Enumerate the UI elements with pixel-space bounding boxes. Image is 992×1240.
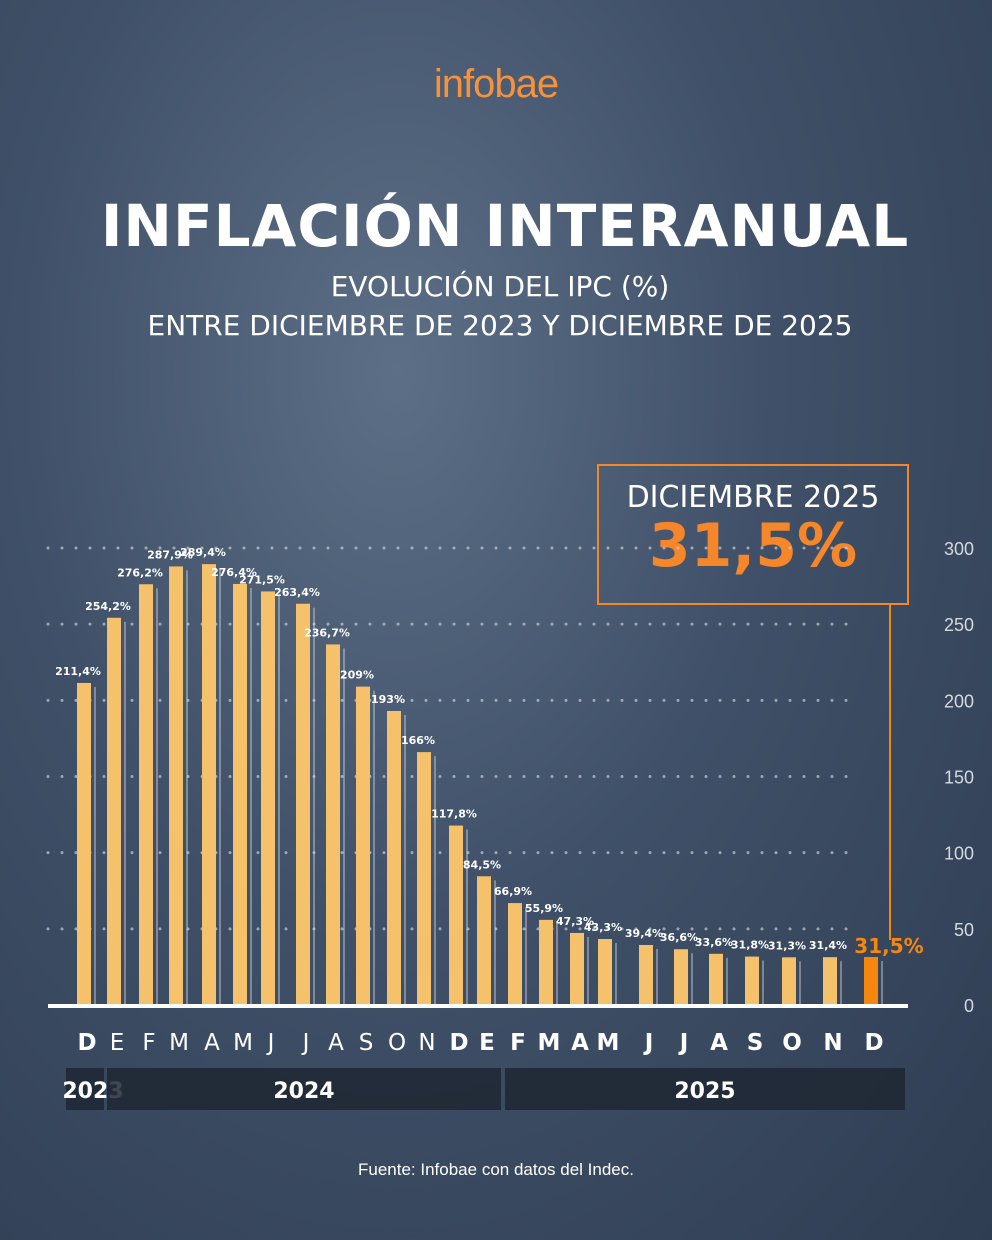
bar	[570, 932, 584, 1005]
bar	[477, 876, 491, 1005]
bar	[539, 919, 553, 1005]
x-tick-label: A	[710, 1030, 728, 1056]
x-tick-label: F	[510, 1030, 526, 1056]
data-label: 66,9%	[494, 885, 532, 898]
x-tick-label: D	[77, 1030, 96, 1056]
bar	[745, 956, 759, 1005]
bar	[139, 584, 153, 1005]
bar	[639, 944, 653, 1005]
x-tick-label: E	[479, 1030, 495, 1056]
bar	[449, 825, 463, 1005]
data-label: 33,6%	[695, 936, 733, 949]
source-note: Fuente: Infobae con datos del Indec.	[358, 1160, 634, 1179]
data-label: 43,3%	[584, 921, 622, 934]
x-tick-label: A	[204, 1030, 220, 1056]
x-tick-label: O	[388, 1030, 406, 1056]
x-tick-label: S	[747, 1030, 764, 1056]
y-tick-label: 250	[944, 615, 974, 635]
x-tick-label: N	[418, 1030, 435, 1056]
x-tick-label: N	[823, 1030, 842, 1056]
year-label: 2025	[674, 1079, 735, 1104]
data-label: 254,2%	[85, 600, 131, 613]
data-label: 31,4%	[809, 939, 847, 952]
x-axis	[48, 1004, 908, 1008]
bar	[782, 957, 796, 1005]
x-tick-label: M	[538, 1030, 561, 1056]
bar	[508, 903, 522, 1005]
data-label: 31,3%	[768, 939, 806, 952]
callout-box: DICIEMBRE 2025 31,5%	[597, 464, 909, 605]
subtitle-range: ENTRE DICIEMBRE DE 2023 Y DICIEMBRE DE 2…	[147, 309, 853, 342]
x-tick-label: A	[328, 1030, 344, 1056]
data-label: 211,4%	[55, 665, 101, 678]
x-tick-label: M	[169, 1030, 189, 1056]
x-tick-label: J	[678, 1030, 689, 1056]
callout-label: DICIEMBRE 2025	[626, 480, 880, 515]
year-label: 2024	[273, 1079, 334, 1104]
bar	[202, 564, 216, 1005]
callout-value: 31,5%	[648, 511, 858, 581]
data-label: 276,4%	[211, 566, 257, 579]
data-label: 55,9%	[525, 902, 563, 915]
y-tick-label: 50	[954, 920, 974, 940]
data-label: 276,2%	[117, 566, 163, 579]
x-tick-label: O	[782, 1030, 802, 1056]
x-tick-label: J	[266, 1030, 275, 1056]
bar	[356, 686, 370, 1005]
bar	[823, 957, 837, 1005]
x-tick-label: D	[864, 1030, 883, 1056]
data-label: 236,7%	[304, 626, 350, 639]
bar	[709, 953, 723, 1005]
bar	[261, 591, 275, 1005]
bar	[387, 710, 401, 1005]
year-band	[107, 1068, 501, 1110]
bar	[598, 939, 612, 1005]
y-tick-label: 100	[944, 844, 974, 864]
year-band	[66, 1068, 104, 1110]
data-label: 31,8%	[731, 939, 769, 952]
subtitle: EVOLUCIÓN DEL IPC (%)	[330, 270, 670, 303]
data-label: 117,8%	[431, 808, 477, 821]
y-tick-label: 300	[944, 539, 974, 559]
y-tick-label: 200	[944, 691, 974, 711]
year-band	[505, 1068, 905, 1110]
page-title: INFLACIÓN INTERANUAL	[100, 192, 910, 260]
x-tick-label: F	[142, 1030, 155, 1056]
data-label: 287,9%	[147, 548, 193, 561]
bar	[296, 603, 310, 1005]
infobae-logo: infobae	[433, 62, 559, 106]
data-label: 209%	[340, 669, 374, 682]
y-tick-label: 150	[944, 768, 974, 788]
x-tick-label: A	[571, 1030, 589, 1056]
x-tick-label: J	[301, 1030, 310, 1056]
data-label: 84,5%	[463, 858, 501, 871]
bar	[169, 566, 183, 1005]
x-tick-label: J	[643, 1030, 654, 1056]
data-label: 263,4%	[274, 586, 320, 599]
data-label: 47,3%	[556, 915, 594, 928]
x-tick-label: M	[233, 1030, 253, 1056]
data-label: 39,4%	[625, 927, 663, 940]
bar	[864, 957, 878, 1005]
data-label: 193%	[371, 693, 405, 706]
bar	[674, 949, 688, 1005]
x-tick-label: S	[359, 1030, 374, 1056]
bar	[417, 752, 431, 1005]
data-label: 36,6%	[660, 931, 698, 944]
bar	[233, 583, 247, 1005]
x-tick-label: E	[110, 1030, 125, 1056]
y-tick-label: 0	[964, 996, 974, 1016]
data-label: 166%	[401, 734, 435, 747]
data-label: 289,4%	[180, 546, 226, 559]
x-tick-label: D	[449, 1030, 468, 1056]
bar	[107, 617, 121, 1005]
bar	[77, 682, 91, 1005]
bar	[326, 644, 340, 1005]
data-label: 271,5%	[239, 573, 285, 586]
x-tick-label: M	[597, 1030, 620, 1056]
